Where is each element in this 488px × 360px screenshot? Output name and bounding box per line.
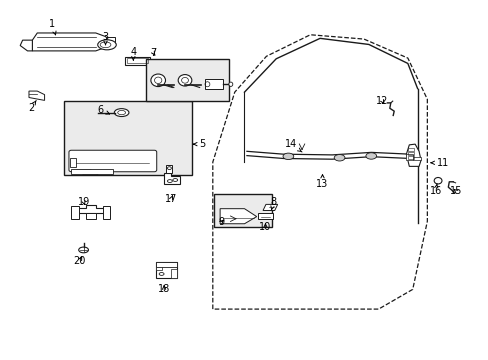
Text: 14: 14: [284, 139, 302, 152]
Text: 13: 13: [316, 175, 328, 189]
Polygon shape: [412, 157, 420, 160]
Bar: [407, 156, 413, 159]
Polygon shape: [258, 213, 272, 220]
Bar: [70, 158, 76, 167]
Polygon shape: [71, 169, 113, 174]
Polygon shape: [103, 206, 110, 220]
Text: 2: 2: [28, 100, 36, 113]
Ellipse shape: [79, 247, 88, 253]
Bar: [156, 262, 177, 267]
Polygon shape: [29, 91, 44, 100]
Text: 20: 20: [73, 256, 86, 266]
Polygon shape: [163, 173, 180, 184]
Polygon shape: [171, 269, 177, 278]
Bar: [407, 152, 413, 155]
Text: 1: 1: [49, 19, 56, 35]
Bar: [214, 194, 271, 227]
Bar: [146, 59, 228, 101]
Text: 19: 19: [77, 197, 89, 207]
Bar: [125, 57, 150, 64]
Polygon shape: [71, 206, 79, 220]
Text: 9: 9: [218, 217, 224, 227]
Text: 16: 16: [428, 184, 441, 197]
Ellipse shape: [283, 153, 293, 159]
Bar: [64, 101, 192, 175]
Text: 4: 4: [130, 46, 136, 60]
Polygon shape: [220, 209, 256, 224]
Ellipse shape: [228, 82, 232, 86]
Polygon shape: [32, 33, 110, 51]
Ellipse shape: [333, 154, 344, 161]
Ellipse shape: [98, 40, 116, 50]
Text: 8: 8: [270, 197, 276, 210]
Text: 17: 17: [165, 194, 177, 204]
Ellipse shape: [114, 109, 129, 117]
Text: 12: 12: [376, 96, 388, 106]
Text: 15: 15: [449, 186, 462, 197]
Polygon shape: [86, 213, 96, 220]
Polygon shape: [76, 205, 105, 213]
Ellipse shape: [365, 153, 376, 159]
Bar: [407, 148, 413, 150]
Ellipse shape: [151, 74, 165, 87]
Text: 11: 11: [430, 158, 448, 168]
Polygon shape: [166, 165, 172, 173]
Text: 18: 18: [158, 284, 170, 294]
Text: 5: 5: [193, 139, 205, 149]
Polygon shape: [156, 262, 161, 270]
Text: 3: 3: [102, 32, 108, 45]
Ellipse shape: [178, 75, 191, 86]
Polygon shape: [105, 37, 115, 45]
Text: 10: 10: [259, 222, 271, 231]
Polygon shape: [76, 170, 98, 175]
Polygon shape: [406, 144, 420, 166]
FancyBboxPatch shape: [69, 150, 157, 172]
Polygon shape: [406, 154, 412, 160]
Bar: [127, 58, 148, 63]
Polygon shape: [263, 204, 277, 211]
Bar: [204, 79, 223, 89]
Polygon shape: [20, 40, 32, 51]
Text: 6: 6: [98, 105, 109, 115]
Polygon shape: [156, 262, 177, 278]
Text: 7: 7: [150, 48, 156, 58]
Ellipse shape: [433, 177, 441, 184]
